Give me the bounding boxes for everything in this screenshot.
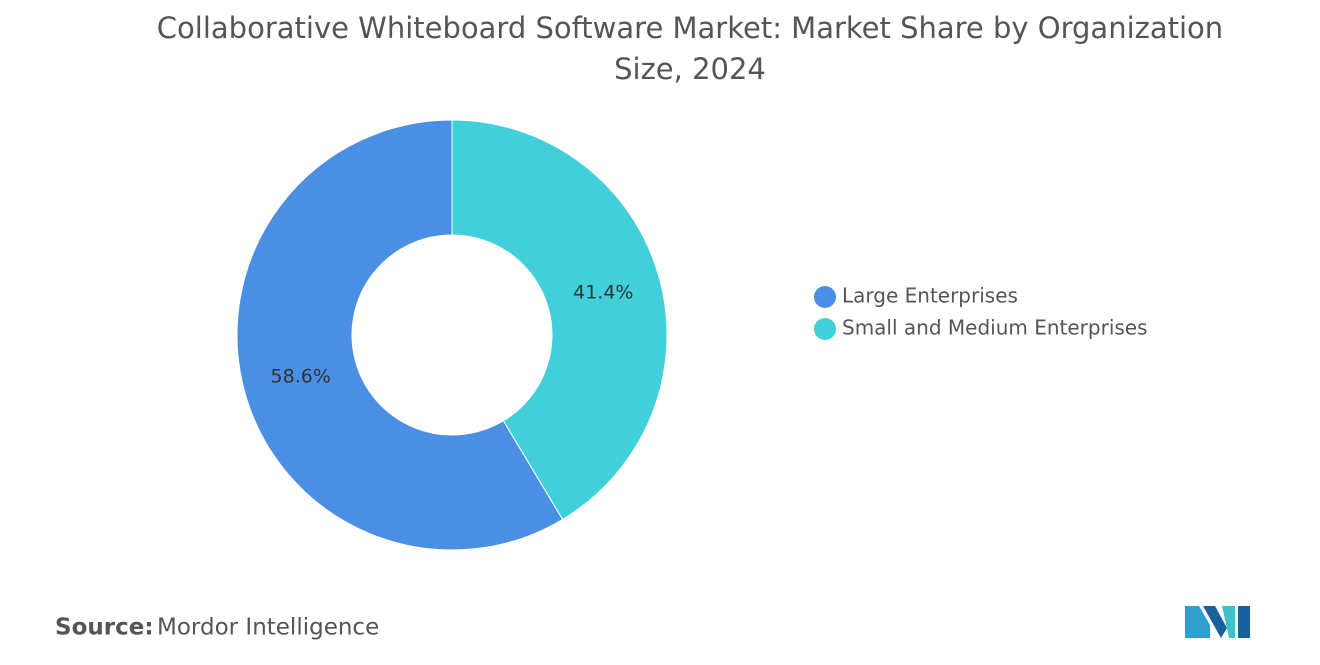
legend-marker <box>814 286 836 308</box>
logo <box>1185 606 1250 638</box>
legend-marker <box>814 318 836 340</box>
source: Mordor Intelligence <box>157 615 379 641</box>
donut-slice <box>451 119 668 521</box>
legend-label: Large Enterprises <box>842 284 1018 308</box>
data-label: 58.6% <box>271 365 331 387</box>
data-label: 41.4% <box>573 282 633 304</box>
chart-title: Collaborative Whiteboard Software Market… <box>156 11 1224 86</box>
source-label: Source: <box>55 615 154 641</box>
legend-label: Small and Medium Enterprises <box>842 316 1148 340</box>
donut-slice <box>236 119 564 551</box>
